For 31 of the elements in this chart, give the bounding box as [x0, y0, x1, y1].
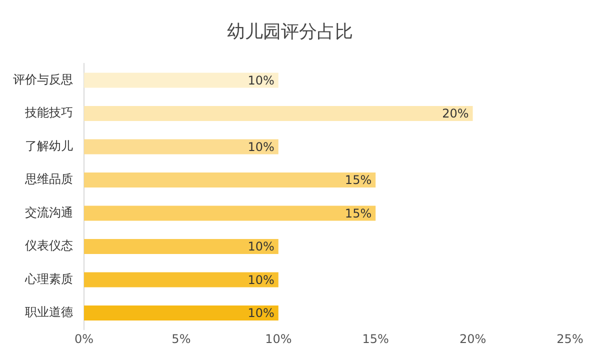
y-tick-label: 评价与反思	[13, 72, 73, 86]
x-tick-label: 20%	[459, 332, 486, 346]
bar	[84, 106, 473, 121]
data-label: 10%	[248, 240, 274, 254]
y-tick-label: 仪表仪态	[25, 238, 73, 253]
data-label: 15%	[344, 173, 372, 188]
x-tick-label: 15%	[362, 332, 389, 346]
y-tick-label: 技能技巧	[24, 106, 73, 120]
data-label: 10%	[248, 306, 274, 320]
bar	[84, 139, 278, 154]
bar	[84, 206, 376, 221]
data-label: 15%	[344, 206, 372, 220]
bar	[84, 272, 278, 288]
bar	[84, 305, 278, 320]
data-label: 10%	[248, 73, 274, 88]
bar	[84, 72, 278, 88]
x-tick-label: 5%	[172, 332, 191, 346]
x-tick-label: 25%	[556, 332, 584, 346]
y-tick-label: 了解幼儿	[25, 138, 73, 153]
data-label: 10%	[248, 140, 274, 154]
x-tick-label: 10%	[265, 332, 292, 346]
bar	[84, 238, 278, 254]
bar	[84, 172, 376, 188]
y-tick-label: 心理素质	[24, 272, 73, 286]
data-label: 10%	[248, 272, 274, 287]
y-tick-label: 思维品质	[24, 172, 73, 186]
y-tick-label: 交流沟通	[25, 205, 73, 220]
data-label: 20%	[442, 106, 469, 121]
x-tick-label: 0%	[74, 332, 94, 346]
y-tick-label: 职业道德	[25, 305, 73, 320]
chart-title: 幼儿园评分占比	[227, 21, 353, 42]
